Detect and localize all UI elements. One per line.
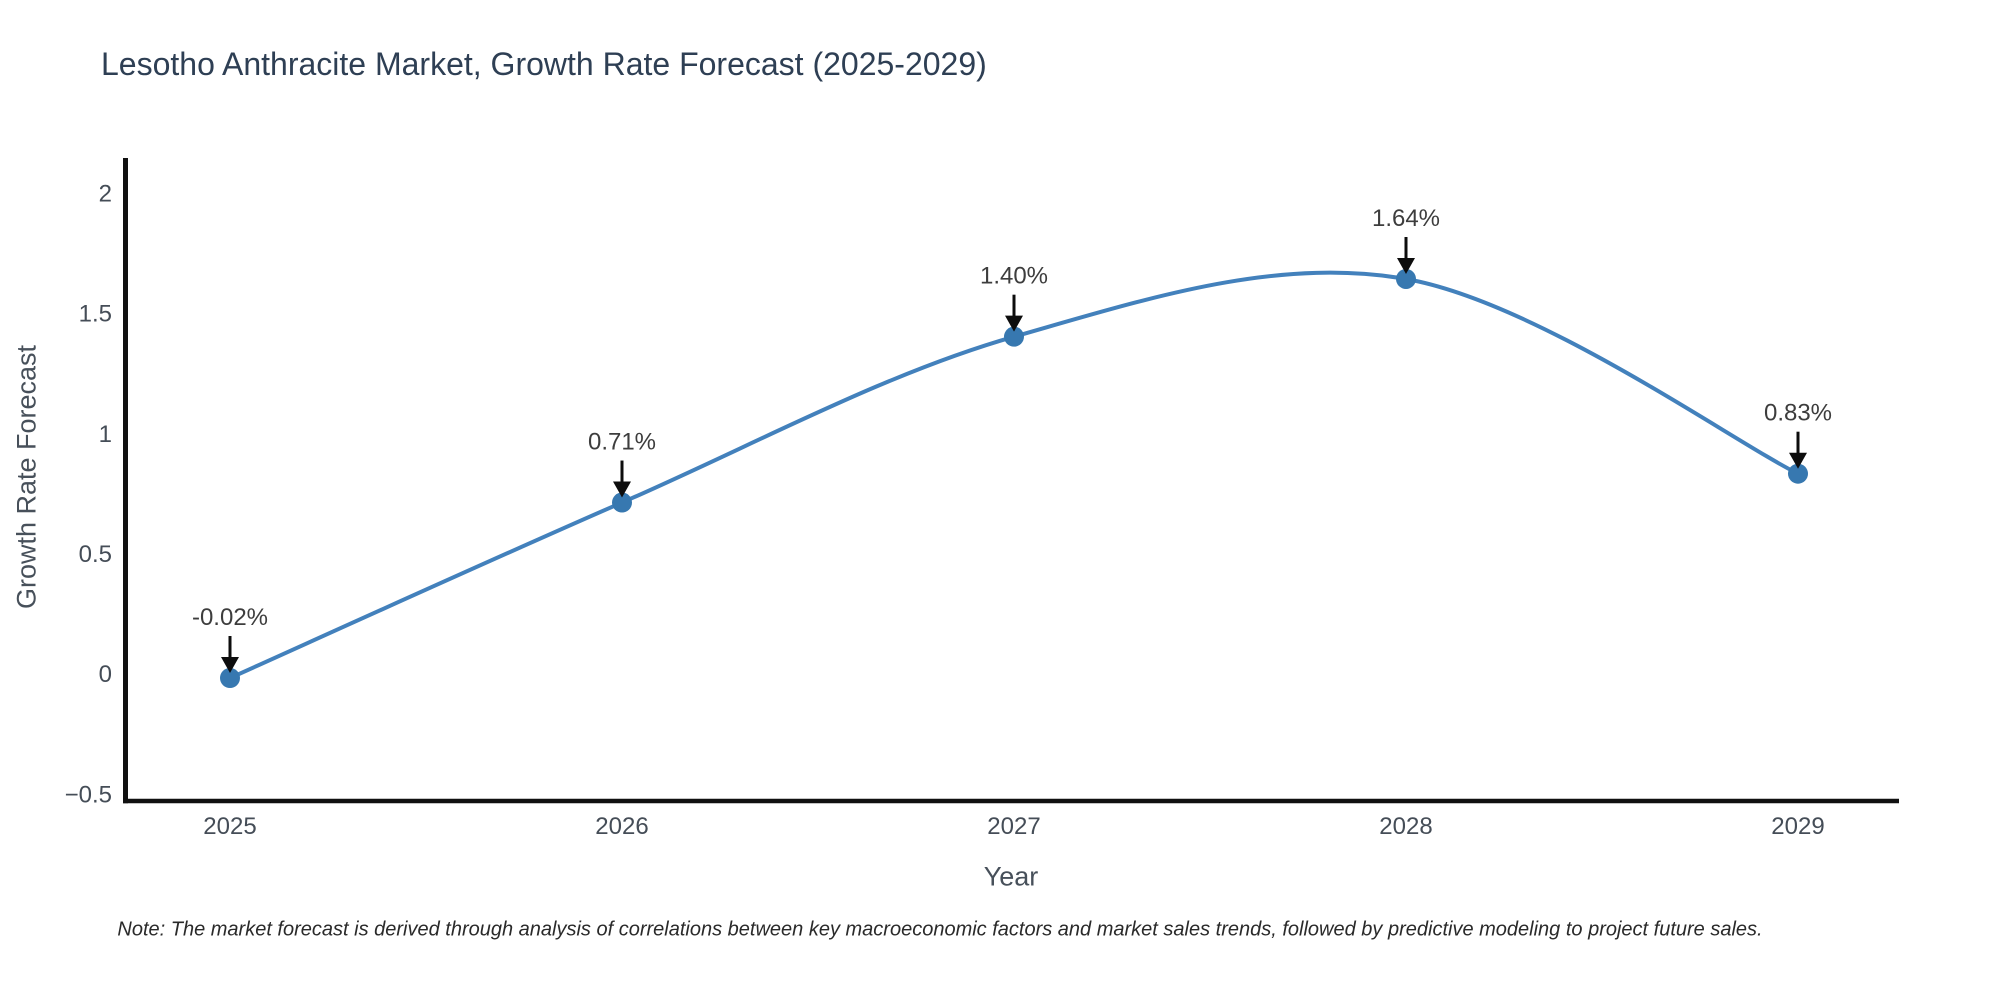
y-tick-label: 0.5 (79, 541, 112, 568)
data-point-2029 (1788, 463, 1808, 484)
y-tick-label: 2 (99, 180, 112, 207)
x-tick-label: 2026 (595, 813, 648, 840)
data-point-2025 (220, 668, 240, 689)
footnote: Note: The market forecast is derived thr… (117, 918, 1763, 941)
annotation-label: -0.02% (192, 604, 268, 631)
data-point-2028 (1396, 268, 1416, 289)
chart-title: Lesotho Anthracite Market, Growth Rate F… (101, 46, 987, 82)
annotation-arrow-head (613, 481, 631, 498)
annotation-label: 0.71% (588, 429, 656, 456)
annotation-arrow-head (1397, 257, 1415, 274)
annotation-arrow-head (221, 657, 239, 674)
x-tick-label: 2029 (1771, 813, 1824, 840)
data-point-2027 (1004, 326, 1024, 347)
annotation-arrow-head (1789, 452, 1807, 469)
annotation-label: 1.64% (1372, 205, 1440, 232)
x-axis-title: Year (983, 861, 1039, 892)
data-point-2026 (612, 492, 632, 513)
x-tick-label: 2025 (203, 813, 256, 840)
y-tick-label: −0.5 (65, 781, 112, 808)
y-tick-label: 0 (99, 661, 112, 688)
annotation-label: 1.40% (980, 263, 1048, 290)
annotation-label: 0.83% (1764, 400, 1832, 427)
y-tick-label: 1.5 (79, 301, 112, 328)
x-tick-label: 2028 (1379, 813, 1432, 840)
annotation-arrow-head (1005, 315, 1023, 332)
y-tick-label: 1 (99, 421, 112, 448)
x-tick-label: 2027 (987, 813, 1040, 840)
